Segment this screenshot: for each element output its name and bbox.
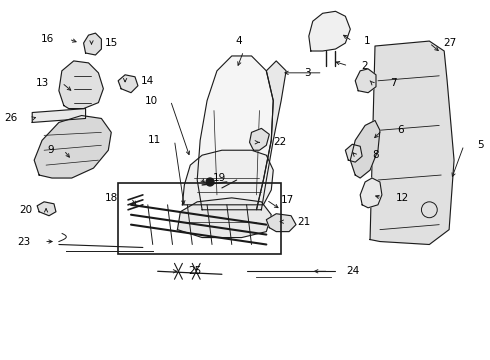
Text: 27: 27 [443, 38, 456, 48]
Polygon shape [37, 202, 56, 216]
Text: 18: 18 [105, 193, 118, 203]
Polygon shape [84, 33, 101, 55]
Text: 5: 5 [477, 140, 483, 150]
Text: 9: 9 [48, 145, 54, 155]
Text: 14: 14 [141, 76, 154, 86]
Text: 6: 6 [398, 125, 404, 135]
Text: 2: 2 [361, 61, 368, 71]
Text: 12: 12 [396, 193, 409, 203]
Text: 22: 22 [273, 137, 287, 147]
Bar [118, 183, 281, 255]
Polygon shape [118, 75, 138, 93]
Text: 25: 25 [188, 266, 201, 276]
Polygon shape [197, 56, 273, 210]
Text: 16: 16 [41, 34, 54, 44]
Polygon shape [360, 178, 382, 208]
Circle shape [206, 178, 214, 186]
Polygon shape [370, 41, 454, 244]
Text: 21: 21 [297, 217, 310, 227]
Polygon shape [59, 61, 103, 109]
Text: 1: 1 [364, 36, 371, 46]
Polygon shape [350, 121, 380, 178]
Polygon shape [177, 198, 271, 238]
Text: 8: 8 [372, 150, 379, 160]
Text: 17: 17 [281, 195, 294, 205]
Polygon shape [32, 109, 86, 122]
Text: 15: 15 [104, 38, 118, 48]
Text: 26: 26 [4, 113, 18, 123]
Text: 10: 10 [145, 96, 158, 105]
Text: 24: 24 [346, 266, 360, 276]
Text: 19: 19 [213, 173, 226, 183]
Polygon shape [345, 144, 362, 162]
Text: 7: 7 [390, 78, 396, 88]
Polygon shape [267, 214, 296, 231]
Polygon shape [249, 129, 270, 150]
Circle shape [421, 202, 437, 218]
Polygon shape [309, 11, 350, 51]
Text: 3: 3 [304, 68, 311, 78]
Text: 23: 23 [17, 237, 30, 247]
Text: 13: 13 [36, 78, 49, 88]
Text: 4: 4 [235, 36, 242, 46]
Text: 11: 11 [147, 135, 161, 145]
Polygon shape [182, 150, 273, 205]
Polygon shape [34, 116, 111, 178]
Polygon shape [256, 61, 286, 210]
Text: 20: 20 [19, 205, 32, 215]
Polygon shape [355, 69, 376, 93]
